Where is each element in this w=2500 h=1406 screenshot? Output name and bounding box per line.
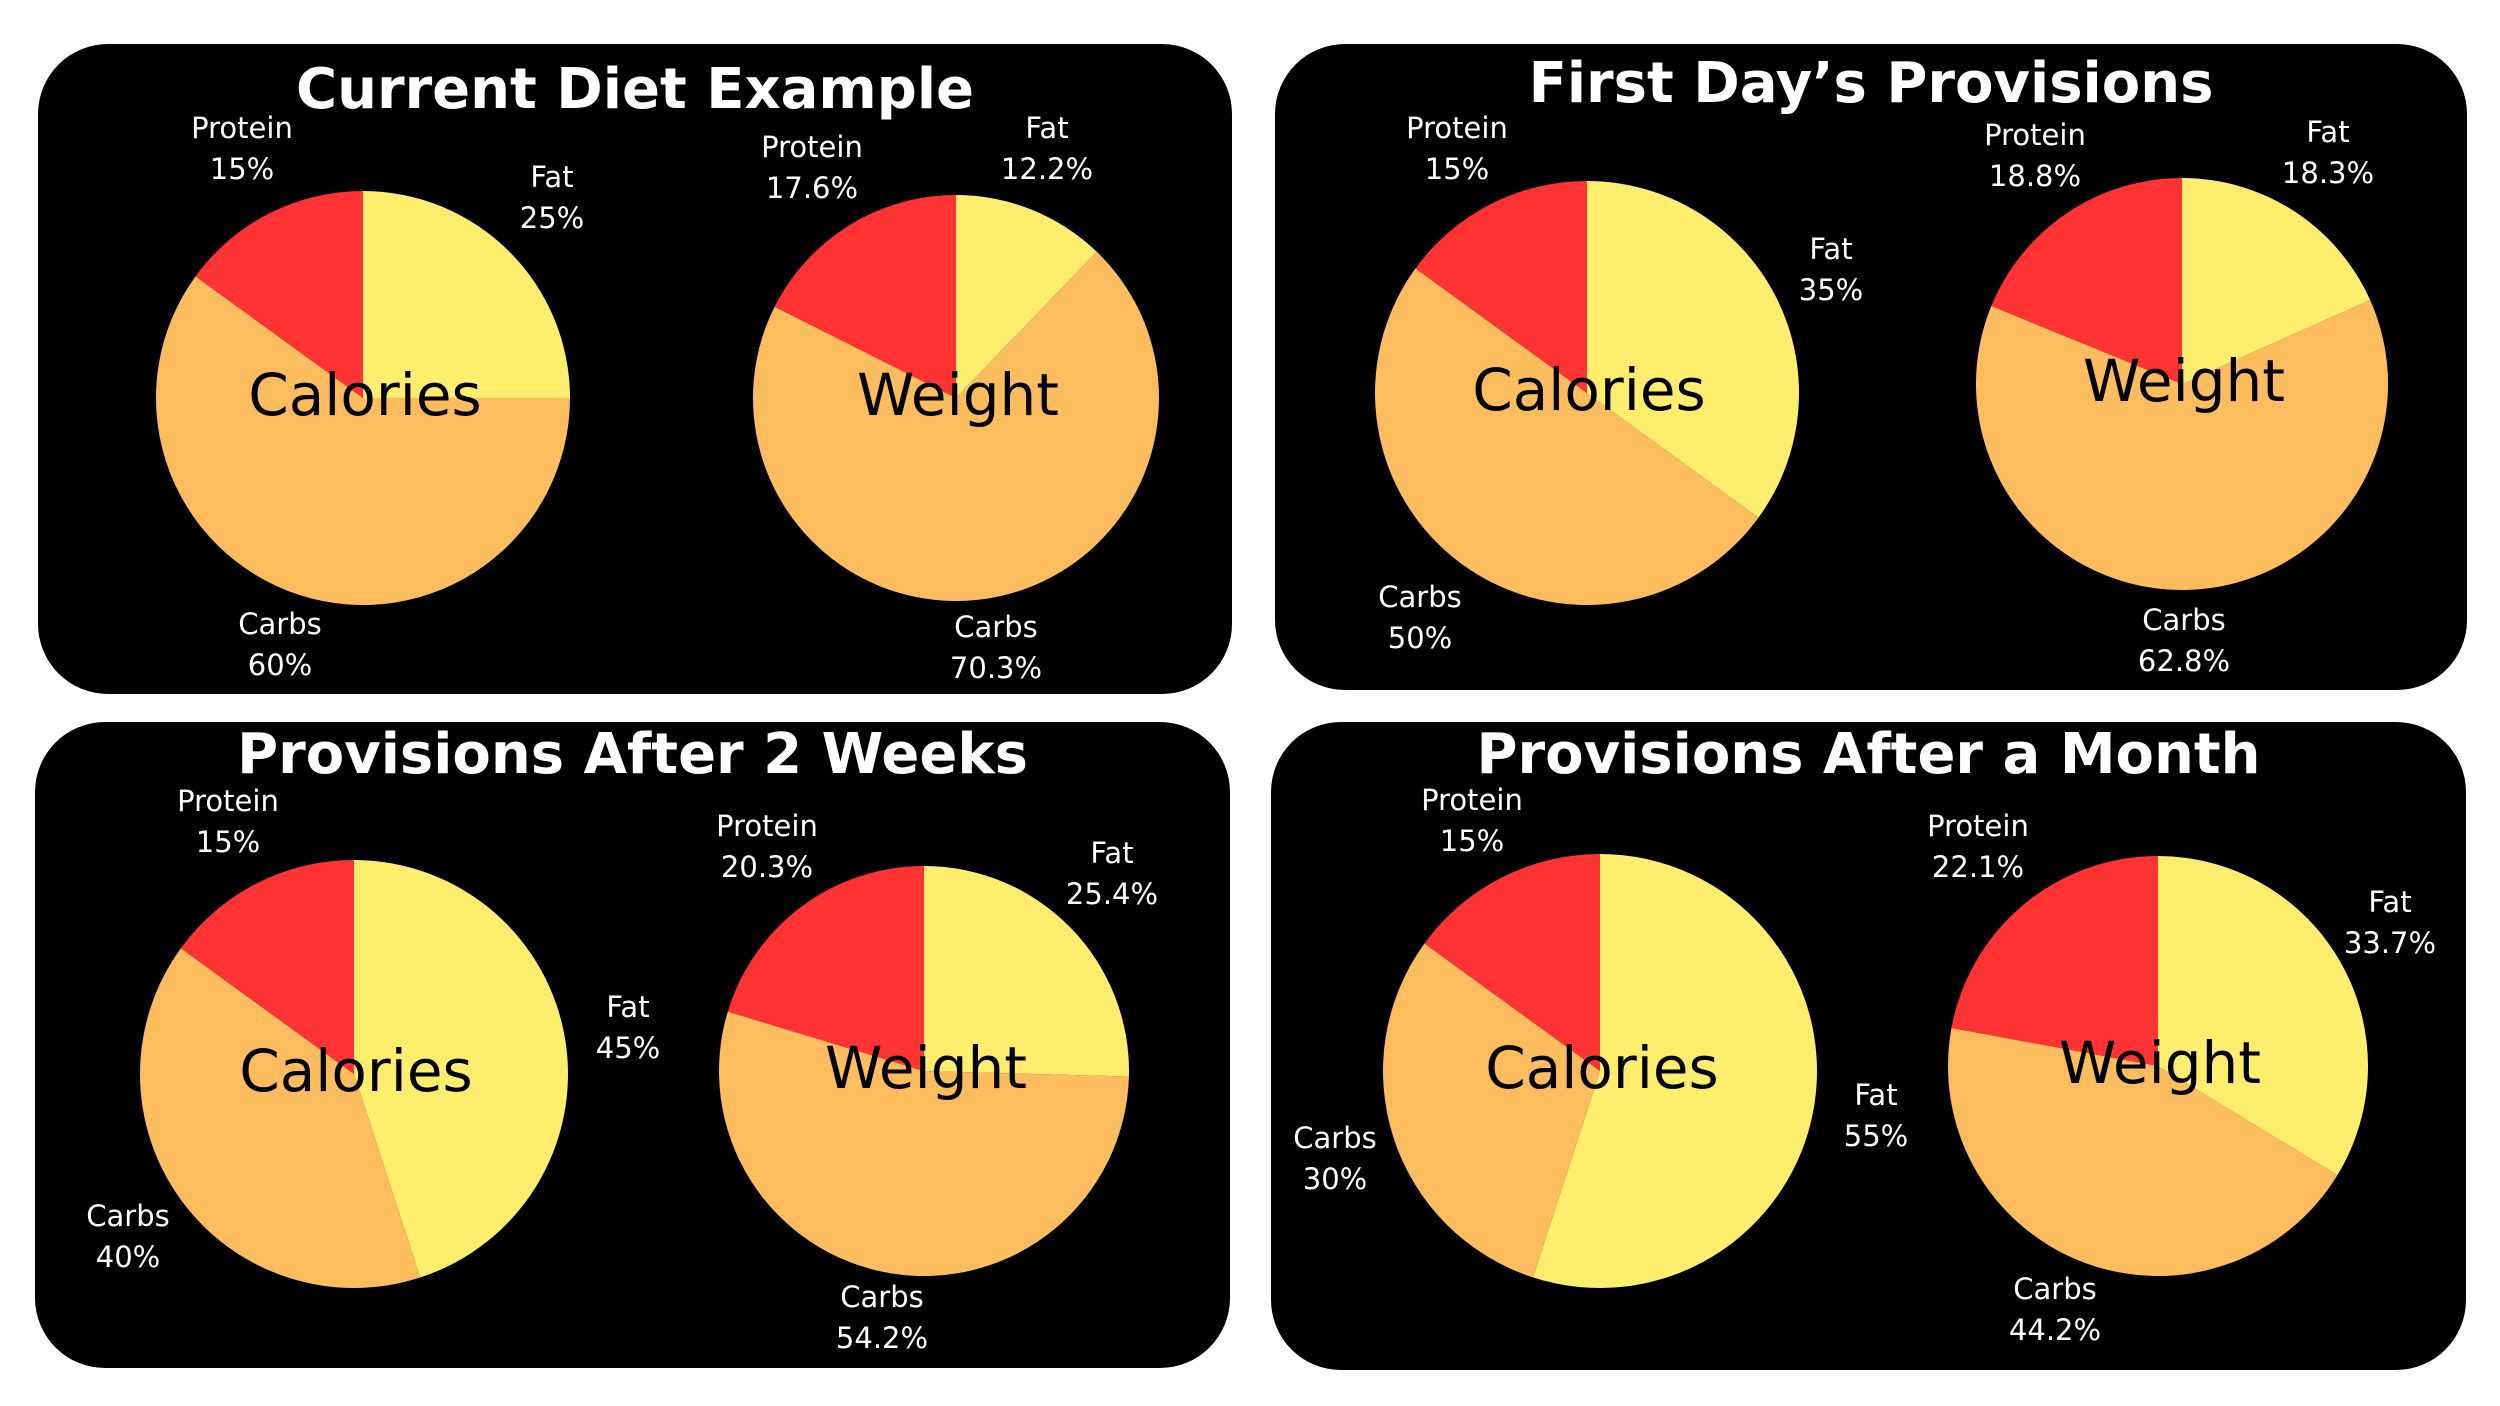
pie-slice-carbs	[1948, 1027, 2338, 1277]
pie-slice-protein	[180, 860, 354, 1074]
pie-weight: Weight Fat 33.7% Carbs 44.2% Protein 22.1%	[1927, 809, 2436, 1347]
slice-name-label: Carbs	[840, 1280, 923, 1314]
slice-name-label: Protein	[716, 809, 818, 843]
pie-weight: Weight Fat 25.4% Carbs 54.2% Protein 20.3%	[716, 809, 1158, 1355]
pie-slice-carbs	[1383, 943, 1600, 1278]
slice-value-label: 15%	[210, 152, 274, 186]
slice-name-label: Protein	[1406, 111, 1508, 145]
pie-weight: Weight Fat 18.3% Carbs 62.8% Protein 18.8%	[1975, 115, 2388, 678]
pie-calories: Calories Fat 55% Carbs 30% Protein 15%	[1293, 783, 1908, 1288]
pie-slice-carbs	[155, 276, 570, 605]
slice-value-label: 15%	[196, 825, 260, 859]
pie-center-label: Weight	[2059, 1029, 2261, 1097]
pie-slice-protein	[1424, 854, 1600, 1071]
pie-center-label: Calories	[1472, 356, 1706, 424]
pie-slice-protein	[727, 866, 924, 1071]
slice-name-label: Carbs	[86, 1199, 169, 1233]
panel-title: Provisions After a Month	[1476, 722, 2260, 787]
chart-panel-first-day-s-provisions: First Day’s Provisions Calories Fat 35% Carb…	[1275, 44, 2467, 690]
chart-panel-provisions-after-2-weeks: Provisions After 2 WeeksCaloriesFat45%Ca…	[35, 722, 1230, 1368]
slice-name-label: Carbs	[238, 607, 321, 641]
pie-slice-carbs	[1375, 268, 1759, 605]
slice-value-label: 18.8%	[1989, 159, 2081, 193]
slice-value-label: 30%	[1303, 1162, 1367, 1196]
slice-value-label: 45%	[596, 1031, 660, 1065]
pie-slice-protein	[195, 191, 363, 398]
pie-slice-fat	[2158, 856, 2368, 1176]
slice-value-label: 25.4%	[1066, 877, 1158, 911]
pie-slice-protein	[1991, 178, 2182, 384]
slice-value-label: 70.3%	[950, 651, 1042, 685]
slice-name-label: Fat	[1025, 111, 1068, 145]
slice-name-label: Carbs	[1293, 1121, 1376, 1155]
panel-title: Current Diet Example	[296, 57, 974, 122]
slice-value-label: 18.3%	[2282, 156, 2374, 190]
slice-name-label: Protein	[191, 111, 293, 145]
pie-slice-fat	[1532, 854, 1817, 1288]
pie-slice-carbs	[1975, 300, 2388, 590]
pie-slice-fat	[924, 866, 1129, 1077]
slice-name-label: Fat	[606, 990, 649, 1024]
slice-value-label: 25%	[520, 201, 584, 235]
slice-value-label: 17.6%	[766, 171, 858, 205]
chart-panel-current-diet-example: Current Diet Example Calories Fat 25% Carbs 6…	[38, 44, 1232, 694]
slice-value-label: 33.7%	[2344, 926, 2436, 960]
panel-title: Provisions After 2 Weeks	[237, 722, 1028, 787]
pie-center-label: Weight	[857, 361, 1059, 429]
pie-slice-fat	[956, 195, 1097, 398]
pie-slice-protein	[774, 195, 956, 398]
slice-name-label: Fat	[530, 160, 573, 194]
slice-name-label: Fat	[2368, 885, 2411, 919]
slice-name-label: Protein	[1984, 118, 2086, 152]
slice-name-label: Fat	[1854, 1078, 1897, 1112]
pie-calories: Calories Fat 45% Carbs 40% Protein 15%	[86, 784, 660, 1288]
pie-center-label: Calories	[1485, 1034, 1719, 1102]
pie-slice-fat	[2182, 177, 2371, 384]
pie-center-label: Weight	[825, 1034, 1027, 1102]
slice-name-label: Carbs	[954, 610, 1037, 644]
slice-value-label: 55%	[1844, 1119, 1908, 1153]
pie-slice-carbs	[753, 251, 1160, 601]
pie-slice-carbs	[140, 948, 421, 1288]
slice-value-label: 12.2%	[1001, 152, 1093, 186]
slice-name-label: Carbs	[2142, 603, 2225, 637]
pie-slice-fat	[354, 860, 568, 1278]
pie-center-label: Calories	[248, 361, 482, 429]
slice-value-label: 54.2%	[836, 1321, 928, 1355]
slice-value-label: 44.2%	[2009, 1313, 2101, 1347]
slice-value-label: 22.1%	[1932, 850, 2024, 884]
pie-calories: Calories Fat 35% Carbs 50% Protein 15%	[1375, 111, 1863, 655]
slice-value-label: 50%	[1388, 621, 1452, 655]
slice-value-label: 15%	[1425, 152, 1489, 186]
pie-calories: Calories Fat 25% Carbs 60% Protein 15%	[155, 111, 584, 682]
slice-name-label: Protein	[1927, 809, 2029, 843]
slice-value-label: 35%	[1799, 273, 1863, 307]
pie-slice-protein	[1951, 856, 2158, 1066]
slice-value-label: 62.8%	[2138, 644, 2230, 678]
slice-value-label: 15%	[1440, 824, 1504, 858]
slice-value-label: 20.3%	[721, 850, 813, 884]
panel-title: First Day’s Provisions	[1529, 51, 2214, 116]
pie-slice-protein	[1415, 181, 1587, 393]
pie-slice-fat	[1587, 181, 1799, 518]
slice-name-label: Carbs	[2013, 1272, 2096, 1306]
slice-name-label: Fat	[1090, 836, 1133, 870]
slice-name-label: Fat	[1809, 232, 1852, 266]
slice-value-label: 60%	[248, 648, 312, 682]
pie-center-label: Calories	[239, 1037, 473, 1105]
slice-name-label: Protein	[1421, 783, 1523, 817]
pie-slice-fat	[363, 191, 570, 398]
slice-name-label: Protein	[761, 130, 863, 164]
pie-weight: Weight Fat 12.2% Carbs 70.3% Protein 17.6%	[753, 111, 1160, 685]
pie-center-label: Weight	[2083, 347, 2285, 415]
slice-name-label: Carbs	[1378, 580, 1461, 614]
slice-name-label: Protein	[177, 784, 279, 818]
slice-name-label: Fat	[2306, 115, 2349, 149]
pie-slice-carbs	[719, 1011, 1129, 1276]
slice-value-label: 40%	[96, 1240, 160, 1274]
